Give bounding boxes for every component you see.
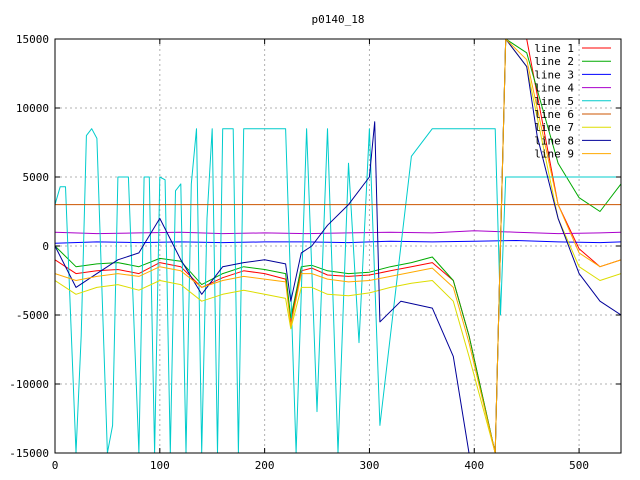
series-line-5 [55,128,621,453]
series-line-8 [55,39,621,453]
y-tick-label: -5000 [16,309,49,322]
x-tick-label: 500 [569,459,589,472]
x-tick-label: 200 [255,459,275,472]
x-tick-label: 100 [150,459,170,472]
series-line-2 [55,39,621,453]
legend-label-7: line 7 [534,121,574,134]
y-tick-label: -10000 [9,378,49,391]
series-lines [55,39,621,453]
series-line-4 [55,230,621,235]
series-line-9 [55,39,621,453]
y-tick-label: 15000 [16,33,49,46]
legend-label-3: line 3 [534,68,574,81]
y-tick-label: -15000 [9,447,49,460]
legend-label-8: line 8 [534,134,574,147]
series-line-1 [55,39,621,453]
axis-ticks: 0 100 200 300 400 500 -15000 -10000 -5000 0 5000 10… [9,33,621,472]
y-tick-label: 10000 [16,102,49,115]
grid [55,39,621,453]
legend-label-5: line 5 [534,95,574,108]
legend-label-1: line 1 [534,42,574,55]
legend-label-6: line 6 [534,108,574,121]
legend-label-4: line 4 [534,82,574,95]
chart-title: p0140_18 [312,13,365,26]
y-tick-label: 0 [42,240,49,253]
series-line-3 [55,240,621,244]
x-tick-label: 0 [52,459,59,472]
legend-label-9: line 9 [534,148,574,161]
y-tick-label: 5000 [23,171,50,184]
x-tick-label: 300 [360,459,380,472]
x-tick-label: 400 [464,459,484,472]
legend-label-2: line 2 [534,55,574,68]
